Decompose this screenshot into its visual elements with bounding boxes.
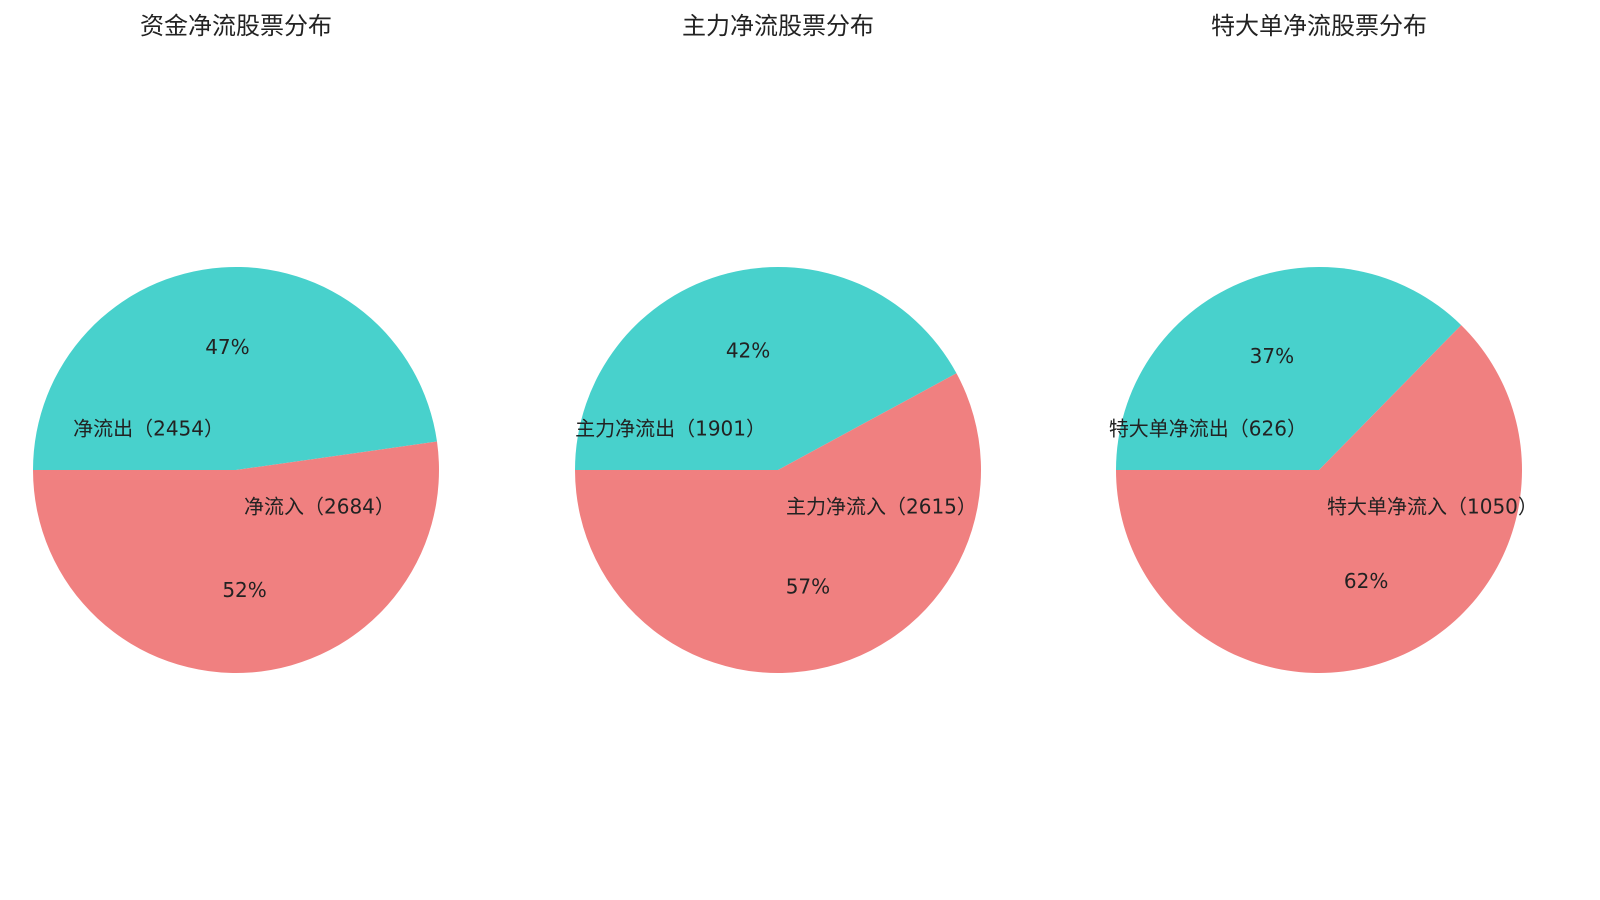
slice-label: 主力净流入（2615） (786, 495, 977, 519)
slice-label: 主力净流出（1901） (575, 417, 766, 441)
slice-label: 特大单净流入（1050） (1327, 495, 1538, 519)
percent-label: 62% (1344, 569, 1388, 593)
percent-label: 57% (786, 575, 830, 599)
percent-label: 52% (222, 578, 266, 602)
pie-slice (575, 373, 982, 673)
percent-label: 37% (1250, 344, 1294, 368)
pie-slice (33, 266, 437, 470)
chart-title: 特大单净流股票分布 (1211, 12, 1427, 40)
slice-label: 特大单净流出（626） (1109, 417, 1307, 441)
chart-title: 主力净流股票分布 (682, 12, 874, 40)
percent-label: 42% (726, 338, 770, 362)
pie-slice (1116, 325, 1523, 673)
percent-label: 47% (205, 335, 249, 359)
pie-slice (575, 267, 957, 470)
pie-slice (33, 441, 439, 673)
pie-slice (1116, 267, 1462, 470)
slice-label: 净流出（2454） (73, 417, 224, 441)
chart-title: 资金净流股票分布 (140, 12, 332, 40)
slice-label: 净流入（2684） (244, 495, 395, 519)
